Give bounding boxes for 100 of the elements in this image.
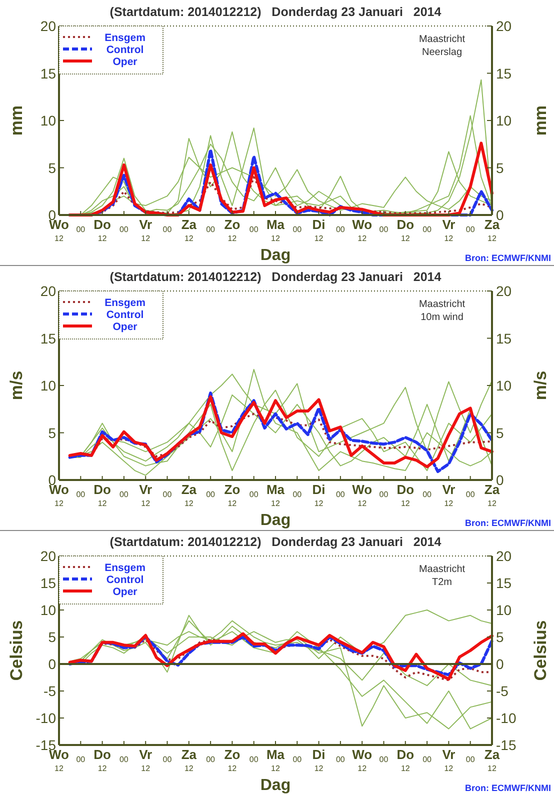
x-tick-label: Do 12 — [396, 482, 414, 508]
y2-tick-label: 0 — [496, 472, 504, 488]
text: Bron: ECMWF/KNMI — [465, 518, 551, 528]
x-tick-label: Za 12 — [181, 482, 198, 508]
x-tick-label: 00 — [379, 755, 389, 764]
y-tick-label: 10 — [40, 112, 56, 128]
y2-axis-title: mm — [531, 105, 550, 136]
chart-title: (Startdatum: 2014012212) Donderdag 23 Januari 2014 — [110, 535, 442, 549]
x-tick-label: 00 — [206, 755, 216, 764]
x-tick-label: 00 — [162, 490, 172, 499]
x-tick-label: 00 — [422, 225, 432, 234]
x-tick-label: Vr 12 — [442, 747, 456, 773]
y-tick-label: -10 — [36, 710, 56, 726]
x-tick-label: Wo 12 — [352, 217, 372, 243]
y2-tick-label: 0 — [496, 207, 504, 223]
legend-label: Control — [106, 574, 144, 586]
x-tick-label: 00 — [249, 490, 259, 499]
x-tick-label: Wo 12 — [352, 747, 372, 773]
x-tick-label: 00 — [76, 755, 86, 764]
x-tick-label: Do 12 — [396, 217, 414, 243]
x-tick-label: Vr 12 — [139, 747, 152, 773]
x-tick-label: 00 — [422, 490, 432, 499]
x-tick-label: Wo 12 — [352, 482, 372, 508]
y-tick-label: 20 — [40, 18, 56, 34]
y-tick-label: 15 — [40, 65, 56, 82]
x-tick-label: 00 — [119, 225, 129, 234]
legend-label: Oper — [112, 56, 138, 68]
x-tick-label: Do 12 — [94, 747, 112, 773]
x-tick-label: 00 — [292, 755, 302, 764]
y2-tick-label: 0 — [496, 656, 504, 672]
y-tick-label: 15 — [40, 330, 56, 346]
text: Bron: ECMWF/KNMI — [465, 783, 551, 793]
y2-tick-label: 10 — [496, 112, 512, 128]
x-axis-title: Dag — [260, 247, 291, 264]
x-tick-label: 00 — [379, 225, 389, 234]
y2-axis-title: m/s — [531, 370, 550, 400]
x-tick-label: 00 — [292, 490, 302, 499]
x-tick-label: Vr 12 — [442, 217, 456, 243]
x-tick-label: 00 — [379, 490, 389, 499]
text: Bron: ECMWF/KNMI — [465, 253, 551, 263]
x-tick-label: Vr 12 — [442, 482, 456, 508]
y-tick-label: 5 — [48, 629, 56, 645]
annotation: Maastricht T2m — [418, 564, 466, 588]
y-tick-label: 5 — [48, 424, 56, 441]
chart-title: (Startdatum: 2014012212) Donderdag 23 Januari 2014 — [110, 270, 442, 284]
x-tick-label: Di 12 — [312, 482, 326, 508]
x-tick-label: 00 — [336, 755, 346, 764]
x-axis-title: Dag — [260, 777, 291, 794]
x-tick-label: 00 — [336, 225, 346, 234]
x-tick-label: Vr 12 — [139, 217, 152, 243]
legend-label: Control — [106, 44, 144, 56]
x-tick-label: Di 12 — [312, 747, 326, 773]
x-tick-label: 00 — [336, 490, 346, 499]
y2-tick-label: 10 — [496, 378, 512, 394]
x-tick-label: 00 — [162, 755, 172, 764]
y-tick-label: 5 — [48, 160, 56, 176]
legend-label: Control — [106, 309, 144, 321]
x-tick-label: 00 — [76, 490, 86, 499]
y2-tick-label: 20 — [496, 283, 512, 299]
x-tick-label: Ma 12 — [266, 482, 286, 508]
y2-tick-label: 15 — [496, 65, 512, 82]
legend-label: Oper — [112, 586, 138, 598]
x-tick-label: 00 — [292, 225, 302, 234]
y2-tick-label: 20 — [496, 18, 512, 34]
x-tick-label: 00 — [119, 490, 129, 499]
x-tick-label: Zo 12 — [224, 747, 240, 773]
x-tick-label: 00 — [162, 225, 172, 234]
x-tick-label: Zo 12 — [224, 482, 240, 508]
x-tick-label: 00 — [119, 755, 129, 764]
y-tick-label: 20 — [40, 283, 56, 299]
x-tick-label: 00 — [466, 225, 476, 234]
y2-tick-label: 20 — [496, 548, 512, 564]
y-tick-label: 0 — [48, 656, 56, 672]
x-tick-label: 00 — [76, 225, 86, 234]
y2-tick-label: 5 — [496, 424, 504, 441]
x-tick-label: 00 — [206, 225, 216, 234]
y-tick-label: 10 — [40, 378, 56, 394]
y-tick-label: 10 — [40, 602, 56, 618]
y2-tick-label: -5 — [496, 683, 509, 699]
legend-label: Oper — [112, 321, 138, 333]
y-axis-title: m/s — [7, 370, 26, 400]
x-axis-title: Dag — [260, 512, 291, 529]
x-tick-label: Vr 12 — [139, 482, 152, 508]
chart-title: (Startdatum: 2014012212) Donderdag 23 Januari 2014 — [110, 5, 442, 19]
x-tick-label: 00 — [466, 755, 476, 764]
x-tick-label: Do 12 — [396, 747, 414, 773]
x-tick-label: Do 12 — [94, 217, 112, 243]
y2-tick-label: 10 — [496, 602, 512, 618]
y2-tick-label: 15 — [496, 575, 512, 591]
x-tick-label: Ma 12 — [266, 747, 286, 773]
y-axis-title: mm — [7, 105, 26, 136]
x-tick-label: Za 12 — [181, 747, 198, 773]
annotation: Maastricht Neerslag — [418, 34, 466, 58]
x-tick-label: 00 — [466, 490, 476, 499]
x-tick-label: Ma 12 — [266, 217, 286, 243]
legend-label: Ensgem — [104, 32, 146, 44]
x-tick-label: Do 12 — [94, 482, 112, 508]
x-tick-label: Di 12 — [312, 217, 326, 243]
x-tick-label: 00 — [249, 225, 259, 234]
legend-label: Ensgem — [104, 562, 146, 574]
